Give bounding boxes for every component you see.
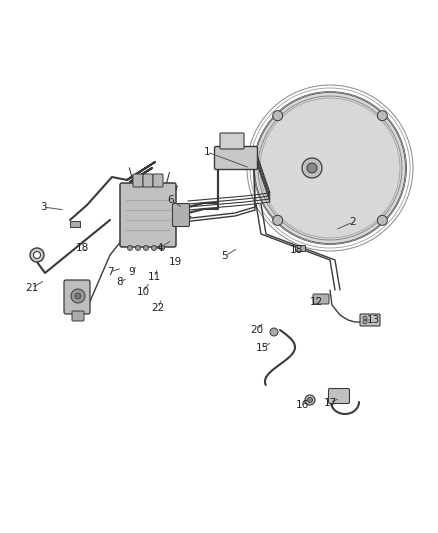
Circle shape	[363, 320, 367, 324]
FancyBboxPatch shape	[215, 147, 258, 169]
Circle shape	[71, 289, 85, 303]
Text: 2: 2	[350, 217, 356, 227]
Bar	[295, 245, 305, 251]
Circle shape	[307, 163, 317, 173]
Text: 9: 9	[129, 267, 135, 277]
Text: 18: 18	[75, 243, 88, 253]
Circle shape	[33, 252, 40, 259]
Text: 19: 19	[168, 257, 182, 267]
Circle shape	[377, 111, 387, 120]
FancyBboxPatch shape	[173, 204, 190, 227]
Bar	[70, 221, 80, 227]
FancyBboxPatch shape	[64, 280, 90, 314]
FancyBboxPatch shape	[328, 389, 350, 403]
Text: 5: 5	[222, 251, 228, 261]
Circle shape	[377, 215, 387, 225]
Text: 11: 11	[147, 272, 161, 282]
FancyBboxPatch shape	[72, 311, 84, 321]
Text: 12: 12	[309, 297, 323, 307]
Text: 15: 15	[255, 343, 268, 353]
FancyBboxPatch shape	[143, 174, 153, 187]
FancyBboxPatch shape	[153, 174, 163, 187]
Text: 20: 20	[251, 325, 264, 335]
Text: 17: 17	[323, 398, 337, 408]
Circle shape	[305, 395, 315, 405]
Circle shape	[302, 158, 322, 178]
Text: 13: 13	[366, 315, 380, 325]
Text: 8: 8	[117, 277, 124, 287]
Text: 22: 22	[152, 303, 165, 313]
Text: 7: 7	[107, 267, 113, 277]
Circle shape	[273, 215, 283, 225]
Circle shape	[144, 246, 148, 251]
Circle shape	[273, 111, 283, 120]
Ellipse shape	[254, 92, 406, 244]
Text: 1: 1	[204, 147, 210, 157]
Circle shape	[152, 246, 156, 251]
Text: 10: 10	[137, 287, 149, 297]
Circle shape	[363, 316, 367, 320]
Text: 4: 4	[157, 243, 163, 253]
Text: 21: 21	[25, 283, 39, 293]
Circle shape	[159, 246, 165, 251]
Circle shape	[307, 398, 312, 402]
Text: 6: 6	[168, 195, 174, 205]
FancyBboxPatch shape	[133, 174, 143, 187]
Text: 18: 18	[290, 245, 303, 255]
Circle shape	[270, 328, 278, 336]
Circle shape	[135, 246, 141, 251]
FancyBboxPatch shape	[220, 133, 244, 149]
Circle shape	[75, 293, 81, 299]
Text: 16: 16	[295, 400, 309, 410]
FancyBboxPatch shape	[313, 294, 329, 304]
FancyBboxPatch shape	[360, 314, 380, 326]
Circle shape	[30, 248, 44, 262]
Text: 3: 3	[40, 202, 46, 212]
Circle shape	[127, 246, 133, 251]
FancyBboxPatch shape	[120, 183, 176, 247]
